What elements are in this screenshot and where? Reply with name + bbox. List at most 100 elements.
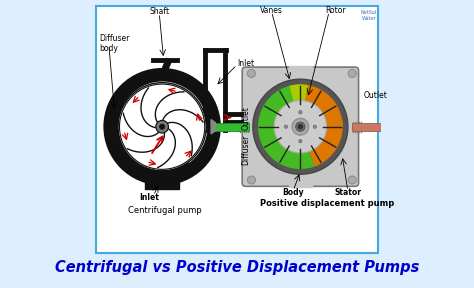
Text: Centrifugal vs Positive Displacement Pumps: Centrifugal vs Positive Displacement Pum… [55, 260, 419, 275]
Polygon shape [200, 94, 203, 98]
Polygon shape [129, 160, 137, 168]
Polygon shape [110, 131, 118, 133]
Polygon shape [119, 97, 125, 102]
Polygon shape [111, 136, 120, 139]
Polygon shape [201, 96, 205, 99]
Polygon shape [157, 168, 159, 179]
Polygon shape [132, 161, 138, 170]
Polygon shape [190, 85, 194, 89]
Polygon shape [145, 77, 148, 83]
Polygon shape [112, 139, 121, 143]
Polygon shape [172, 76, 174, 81]
Polygon shape [150, 76, 153, 82]
Polygon shape [160, 168, 161, 179]
Polygon shape [143, 78, 146, 84]
Polygon shape [150, 167, 154, 178]
Polygon shape [134, 162, 140, 171]
Polygon shape [111, 114, 119, 117]
Polygon shape [113, 141, 121, 145]
Polygon shape [153, 75, 155, 81]
Text: Positive displacement pump: Positive displacement pump [260, 198, 394, 208]
Circle shape [118, 83, 206, 171]
Polygon shape [157, 75, 159, 80]
Polygon shape [115, 145, 123, 149]
Polygon shape [205, 102, 209, 105]
Wedge shape [301, 119, 343, 166]
Polygon shape [113, 109, 120, 112]
Polygon shape [133, 83, 137, 89]
Polygon shape [209, 111, 212, 113]
Polygon shape [174, 166, 178, 177]
Polygon shape [207, 106, 210, 108]
Circle shape [298, 125, 302, 129]
FancyBboxPatch shape [215, 123, 248, 131]
Polygon shape [154, 168, 157, 179]
Polygon shape [120, 152, 128, 159]
Circle shape [313, 125, 317, 128]
Polygon shape [203, 100, 207, 103]
Polygon shape [111, 137, 120, 141]
Text: Diffuser
body: Diffuser body [99, 33, 129, 53]
Polygon shape [160, 75, 161, 80]
Polygon shape [113, 107, 121, 111]
Polygon shape [115, 104, 122, 108]
Polygon shape [211, 120, 215, 134]
Polygon shape [119, 96, 126, 101]
Polygon shape [110, 133, 119, 135]
Polygon shape [182, 79, 185, 84]
Polygon shape [153, 168, 156, 178]
Polygon shape [137, 81, 141, 87]
Polygon shape [185, 159, 193, 170]
Polygon shape [171, 75, 173, 81]
Polygon shape [142, 166, 147, 175]
Polygon shape [164, 75, 165, 80]
Polygon shape [110, 118, 118, 120]
Polygon shape [112, 110, 120, 113]
Polygon shape [134, 82, 138, 88]
Polygon shape [130, 85, 135, 91]
Polygon shape [139, 79, 143, 86]
Polygon shape [166, 168, 169, 179]
Polygon shape [110, 132, 119, 134]
Polygon shape [116, 101, 123, 106]
Polygon shape [111, 134, 119, 137]
Polygon shape [168, 167, 170, 178]
Polygon shape [389, 125, 392, 128]
Polygon shape [176, 77, 179, 82]
Polygon shape [179, 163, 184, 174]
Polygon shape [155, 75, 156, 81]
Polygon shape [201, 95, 204, 98]
Polygon shape [118, 149, 126, 156]
Polygon shape [177, 77, 180, 82]
Polygon shape [125, 156, 132, 164]
Polygon shape [114, 105, 121, 109]
Polygon shape [140, 165, 145, 175]
Polygon shape [110, 128, 118, 130]
Polygon shape [116, 147, 124, 152]
Polygon shape [184, 80, 187, 85]
Polygon shape [158, 75, 160, 80]
Polygon shape [156, 75, 158, 81]
Text: Stator: Stator [334, 188, 361, 198]
Polygon shape [210, 116, 213, 118]
Polygon shape [117, 99, 124, 104]
Polygon shape [165, 168, 168, 179]
Polygon shape [179, 78, 182, 83]
Text: Diffuser: Diffuser [241, 134, 250, 165]
Circle shape [284, 125, 288, 128]
Polygon shape [113, 142, 122, 146]
Polygon shape [177, 164, 182, 175]
Polygon shape [164, 168, 165, 179]
Polygon shape [148, 76, 151, 82]
Polygon shape [135, 163, 141, 172]
Polygon shape [117, 100, 124, 105]
Polygon shape [137, 164, 143, 173]
Circle shape [348, 69, 356, 77]
Polygon shape [195, 89, 199, 93]
Polygon shape [145, 166, 149, 176]
Polygon shape [137, 163, 142, 173]
Polygon shape [118, 98, 125, 103]
Polygon shape [171, 166, 174, 178]
Polygon shape [125, 90, 130, 95]
Polygon shape [188, 83, 192, 88]
